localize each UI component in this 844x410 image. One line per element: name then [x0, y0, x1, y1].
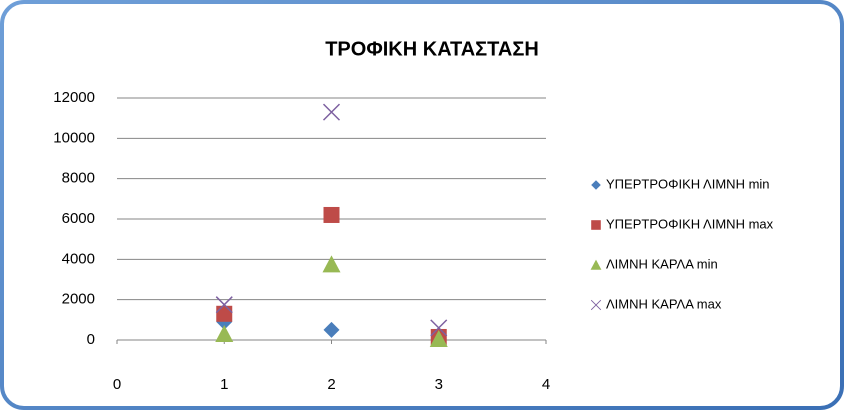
data-point — [429, 329, 448, 347]
data-point — [215, 324, 234, 342]
x-tick-label: 1 — [220, 376, 228, 393]
x-tick-label: 3 — [435, 376, 443, 393]
y-tick-label: 0 — [87, 331, 95, 348]
legend-label: ΥΠΕΡΤΡΟΦΙΚΗ ΛΙΜΝΗ min — [606, 176, 770, 191]
legend-label: ΛΙΜΝΗ ΚΑΡΛΑ max — [606, 296, 722, 311]
legend-label: ΥΠΕΡΤΡΟΦΙΚΗ ΛΙΜΝΗ max — [606, 216, 774, 231]
y-tick-label: 4000 — [62, 250, 95, 267]
data-point — [322, 255, 341, 273]
x-tick-label: 4 — [542, 376, 550, 393]
chart-title: ΤΡΟΦΙΚΗ ΚΑΤΑΣΤΑΣΗ — [325, 38, 539, 60]
data-point — [322, 103, 341, 121]
data-point — [323, 321, 340, 338]
y-tick-label: 12000 — [53, 89, 95, 106]
x-tick-label: 0 — [113, 376, 121, 393]
y-tick-label: 6000 — [62, 210, 95, 227]
data-point — [215, 296, 233, 314]
data-point — [323, 206, 340, 223]
y-tick-label: 10000 — [53, 129, 95, 146]
data-point — [216, 305, 233, 322]
legend-label: ΛΙΜΝΗ ΚΑΡΛΑ min — [606, 256, 718, 271]
y-tick-label: 2000 — [62, 291, 95, 308]
legend-marker — [590, 299, 602, 311]
x-tick-label: 2 — [327, 376, 335, 393]
data-point — [430, 319, 448, 337]
legend-marker — [590, 259, 602, 270]
y-tick-label: 8000 — [62, 170, 95, 187]
legend-marker — [591, 220, 601, 230]
